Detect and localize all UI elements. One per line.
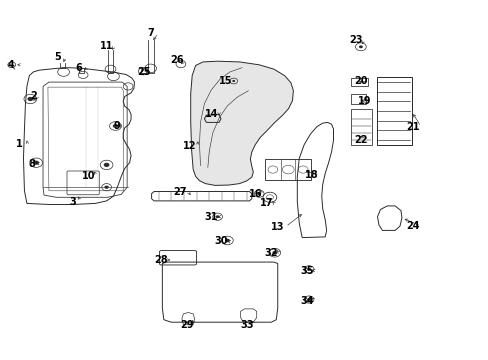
Circle shape [27, 97, 33, 101]
Text: 34: 34 [300, 296, 313, 306]
Bar [376, 77, 411, 145]
Text: 11: 11 [100, 41, 113, 51]
Polygon shape [190, 61, 293, 185]
Text: 21: 21 [406, 122, 419, 132]
Circle shape [103, 163, 109, 167]
Text: 24: 24 [406, 221, 419, 231]
Text: 2: 2 [30, 91, 37, 102]
Circle shape [358, 45, 362, 48]
Text: 8: 8 [28, 159, 35, 169]
Circle shape [104, 186, 108, 189]
Circle shape [224, 239, 229, 242]
Text: 6: 6 [76, 63, 82, 73]
Text: 12: 12 [183, 141, 196, 151]
Circle shape [257, 192, 261, 195]
Text: 3: 3 [69, 197, 76, 207]
Text: 18: 18 [305, 170, 318, 180]
Text: 27: 27 [173, 186, 186, 197]
Text: 23: 23 [348, 35, 362, 45]
Text: 13: 13 [270, 222, 284, 232]
Text: 35: 35 [300, 266, 313, 276]
Bar [264, 159, 311, 180]
Circle shape [272, 251, 277, 255]
Text: 16: 16 [248, 189, 262, 199]
Text: 31: 31 [204, 212, 218, 222]
Text: 7: 7 [147, 28, 154, 38]
Text: 17: 17 [259, 198, 273, 208]
Text: 25: 25 [137, 67, 151, 77]
Circle shape [215, 215, 219, 218]
Text: 15: 15 [219, 76, 232, 86]
Text: 30: 30 [214, 236, 227, 246]
Bar [350, 94, 365, 104]
Circle shape [33, 161, 39, 165]
Text: 33: 33 [240, 320, 253, 330]
Text: 22: 22 [353, 135, 367, 145]
Text: 20: 20 [353, 76, 367, 86]
Bar [350, 109, 371, 145]
Text: 9: 9 [113, 121, 120, 131]
Circle shape [306, 298, 310, 301]
Text: 28: 28 [154, 255, 168, 265]
Text: 1: 1 [16, 139, 23, 149]
Text: 29: 29 [180, 320, 193, 330]
Circle shape [113, 124, 118, 128]
Text: 26: 26 [170, 55, 183, 66]
Text: 10: 10 [82, 171, 96, 181]
Circle shape [232, 80, 235, 82]
Bar [350, 78, 367, 86]
Text: 32: 32 [264, 248, 278, 258]
Text: 14: 14 [204, 109, 218, 120]
Circle shape [306, 268, 310, 271]
Text: 19: 19 [357, 96, 370, 106]
Text: 5: 5 [54, 52, 61, 62]
Text: 4: 4 [7, 60, 14, 70]
